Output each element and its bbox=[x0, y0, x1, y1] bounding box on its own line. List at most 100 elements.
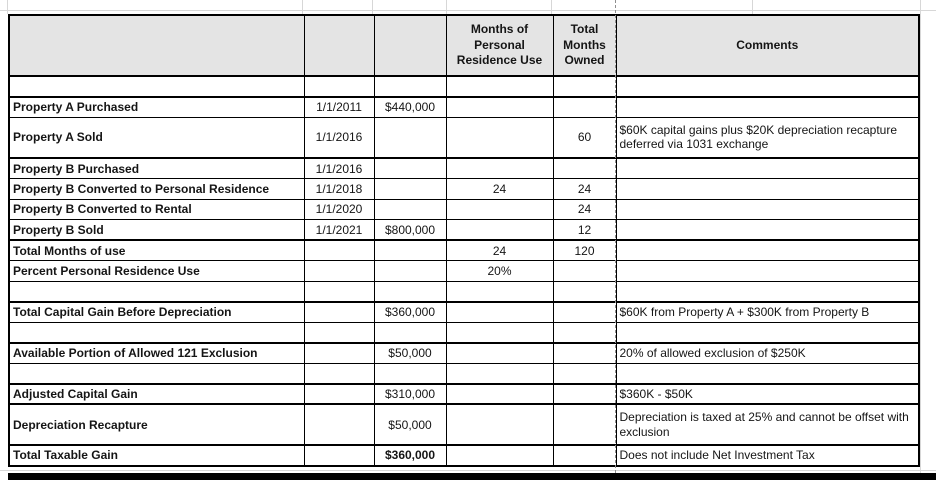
cell-amount[interactable]: $360,000 bbox=[373, 444, 447, 466]
cell-comment[interactable]: $60K from Property A + $300K from Proper… bbox=[615, 300, 920, 323]
cell-months-pru[interactable] bbox=[445, 382, 554, 405]
cell-amount[interactable] bbox=[373, 178, 447, 200]
cell-total-months[interactable] bbox=[552, 444, 617, 466]
cell-amount[interactable]: $50,000 bbox=[373, 403, 447, 446]
cell-total-months[interactable] bbox=[552, 341, 617, 364]
cell-comment[interactable] bbox=[615, 219, 920, 241]
cell-amount[interactable]: $800,000 bbox=[373, 219, 447, 241]
cell-date[interactable] bbox=[303, 260, 375, 282]
cell-amount[interactable] bbox=[373, 75, 447, 97]
cell-total-months[interactable]: 60 bbox=[552, 116, 617, 159]
cell-comment[interactable] bbox=[615, 280, 920, 302]
cell-date[interactable]: 1/1/2016 bbox=[303, 116, 375, 159]
cell-months-pru[interactable] bbox=[445, 403, 554, 446]
cell-date[interactable] bbox=[303, 444, 375, 466]
cell-months-pru[interactable] bbox=[445, 219, 554, 241]
cell-date[interactable] bbox=[303, 239, 375, 261]
cell-months-pru[interactable]: 24 bbox=[445, 178, 554, 200]
cell-label[interactable]: Total Capital Gain Before Depreciation bbox=[8, 300, 305, 323]
cell-comment[interactable] bbox=[615, 239, 920, 261]
cell-months-pru[interactable] bbox=[445, 300, 554, 323]
cell-months-pru[interactable]: 20% bbox=[445, 260, 554, 282]
cell-months-pru[interactable] bbox=[445, 341, 554, 364]
cell-comment[interactable] bbox=[615, 321, 920, 343]
header-cell-label[interactable] bbox=[8, 14, 305, 77]
cell-date[interactable]: 1/1/2018 bbox=[303, 178, 375, 200]
cell-months-pru[interactable] bbox=[445, 157, 554, 179]
cell-total-months[interactable] bbox=[552, 403, 617, 446]
cell-total-months[interactable] bbox=[552, 300, 617, 323]
cell-label[interactable] bbox=[8, 321, 305, 343]
header-cell-comments[interactable]: Comments bbox=[615, 14, 920, 77]
cell-label[interactable]: Total Taxable Gain bbox=[8, 444, 305, 466]
cell-months-pru[interactable] bbox=[445, 280, 554, 302]
cell-total-months[interactable]: 24 bbox=[552, 178, 617, 200]
cell-total-months[interactable]: 120 bbox=[552, 239, 617, 261]
cell-months-pru[interactable] bbox=[445, 362, 554, 384]
cell-amount[interactable] bbox=[373, 116, 447, 159]
cell-comment[interactable] bbox=[615, 75, 920, 97]
cell-months-pru[interactable]: 24 bbox=[445, 239, 554, 261]
cell-amount[interactable] bbox=[373, 362, 447, 384]
cell-date[interactable] bbox=[303, 382, 375, 405]
cell-months-pru[interactable] bbox=[445, 444, 554, 466]
cell-amount[interactable]: $440,000 bbox=[373, 95, 447, 118]
cell-comment[interactable]: $60K capital gains plus $20K depreciatio… bbox=[615, 116, 920, 159]
cell-amount[interactable] bbox=[373, 280, 447, 302]
cell-label[interactable]: Percent Personal Residence Use bbox=[8, 260, 305, 282]
cell-months-pru[interactable] bbox=[445, 75, 554, 97]
cell-months-pru[interactable] bbox=[445, 321, 554, 343]
cell-label[interactable]: Property A Purchased bbox=[8, 95, 305, 118]
cell-date[interactable] bbox=[303, 75, 375, 97]
cell-label[interactable]: Adjusted Capital Gain bbox=[8, 382, 305, 405]
cell-label[interactable] bbox=[8, 280, 305, 302]
cell-date[interactable] bbox=[303, 362, 375, 384]
cell-label[interactable]: Total Months of use bbox=[8, 239, 305, 261]
cell-label[interactable]: Property A Sold bbox=[8, 116, 305, 159]
cell-total-months[interactable]: 24 bbox=[552, 198, 617, 220]
cell-comment[interactable]: Does not include Net Investment Tax bbox=[615, 444, 920, 466]
cell-date[interactable]: 1/1/2021 bbox=[303, 219, 375, 241]
cell-amount[interactable]: $310,000 bbox=[373, 382, 447, 405]
cell-total-months[interactable] bbox=[552, 260, 617, 282]
cell-months-pru[interactable] bbox=[445, 116, 554, 159]
header-cell-total-months-owned[interactable]: Total Months Owned bbox=[552, 14, 617, 77]
cell-label[interactable] bbox=[8, 362, 305, 384]
cell-amount[interactable] bbox=[373, 239, 447, 261]
cell-amount[interactable]: $50,000 bbox=[373, 341, 447, 364]
header-cell-amount[interactable] bbox=[373, 14, 447, 77]
cell-date[interactable]: 1/1/2011 bbox=[303, 95, 375, 118]
cell-comment[interactable] bbox=[615, 178, 920, 200]
cell-date[interactable] bbox=[303, 403, 375, 446]
cell-total-months[interactable] bbox=[552, 75, 617, 97]
cell-comment[interactable] bbox=[615, 198, 920, 220]
cell-label[interactable] bbox=[8, 75, 305, 97]
header-cell-months-of-personal-residence-use[interactable]: Months of Personal Residence Use bbox=[445, 14, 554, 77]
cell-date[interactable] bbox=[303, 321, 375, 343]
cell-total-months[interactable] bbox=[552, 157, 617, 179]
header-cell-date[interactable] bbox=[303, 14, 375, 77]
cell-comment[interactable] bbox=[615, 362, 920, 384]
cell-amount[interactable] bbox=[373, 321, 447, 343]
cell-comment[interactable]: $360K - $50K bbox=[615, 382, 920, 405]
cell-months-pru[interactable] bbox=[445, 95, 554, 118]
cell-date[interactable] bbox=[303, 341, 375, 364]
cell-comment[interactable] bbox=[615, 95, 920, 118]
cell-label[interactable]: Available Portion of Allowed 121 Exclusi… bbox=[8, 341, 305, 364]
cell-date[interactable] bbox=[303, 280, 375, 302]
cell-amount[interactable] bbox=[373, 198, 447, 220]
cell-label[interactable]: Property B Converted to Rental bbox=[8, 198, 305, 220]
cell-label[interactable]: Property B Sold bbox=[8, 219, 305, 241]
cell-date[interactable] bbox=[303, 300, 375, 323]
cell-total-months[interactable] bbox=[552, 95, 617, 118]
cell-label[interactable]: Property B Converted to Personal Residen… bbox=[8, 178, 305, 200]
cell-comment[interactable]: Depreciation is taxed at 25% and cannot … bbox=[615, 403, 920, 446]
cell-amount[interactable] bbox=[373, 157, 447, 179]
cell-months-pru[interactable] bbox=[445, 198, 554, 220]
cell-total-months[interactable] bbox=[552, 280, 617, 302]
cell-total-months[interactable] bbox=[552, 362, 617, 384]
cell-date[interactable]: 1/1/2020 bbox=[303, 198, 375, 220]
cell-total-months[interactable] bbox=[552, 321, 617, 343]
cell-comment[interactable] bbox=[615, 260, 920, 282]
cell-label[interactable]: Property B Purchased bbox=[8, 157, 305, 179]
